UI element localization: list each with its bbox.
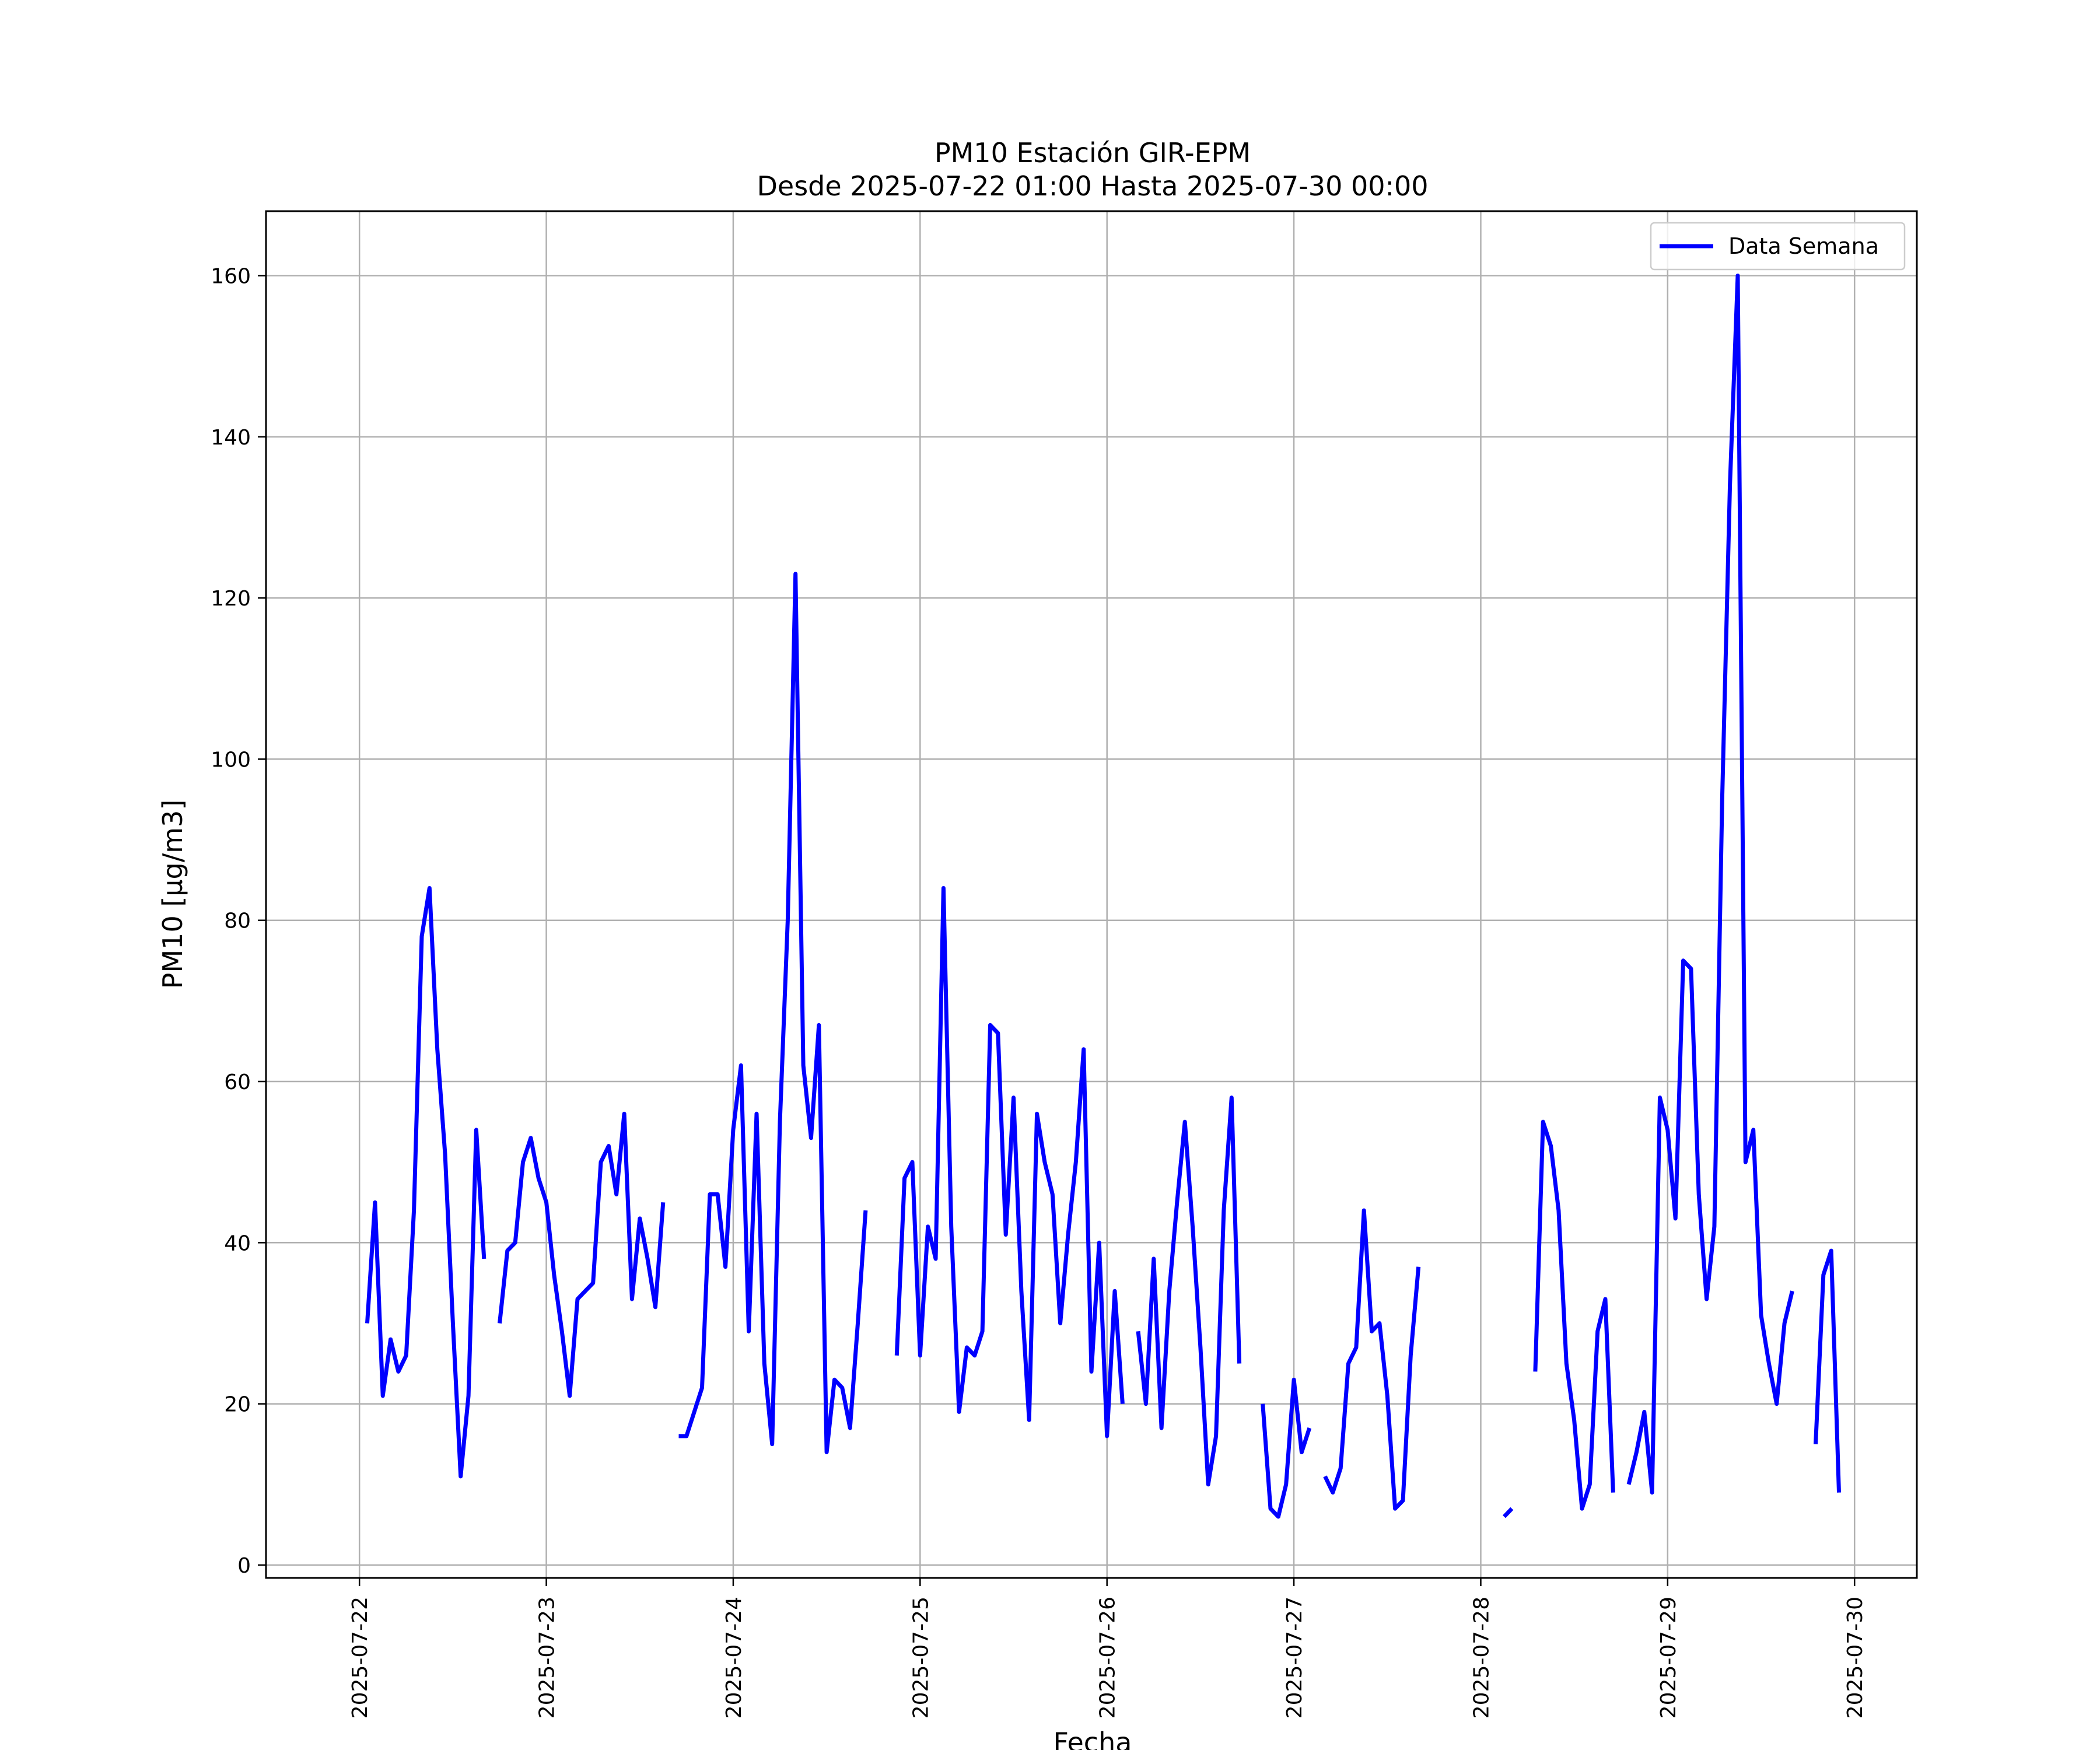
x-tick-label: 2025-07-25	[909, 1597, 933, 1718]
x-tick-label: 2025-07-30	[1843, 1597, 1867, 1718]
y-tick-label: 80	[224, 909, 251, 933]
y-tick-label: 20	[224, 1393, 251, 1417]
x-tick-label: 2025-07-24	[722, 1597, 746, 1718]
series-line-segment	[365, 886, 487, 1479]
chart-title: PM10 Estación GIR-EPM	[935, 137, 1251, 169]
series-line-segment	[1323, 1208, 1421, 1511]
x-tick-label: 2025-07-22	[348, 1597, 372, 1718]
series-data-semana	[365, 274, 1841, 1519]
series-line-segment	[498, 1111, 666, 1398]
x-tick-label: 2025-07-26	[1096, 1597, 1120, 1718]
axis-ticks: 2025-07-22 2025-07-23 2025-07-24 2025-07-25…	[211, 265, 1867, 1719]
y-tick-label: 160	[211, 265, 251, 289]
series-line-segment	[1533, 1119, 1615, 1511]
chart-subtitle: Desde 2025-07-22 01:00 Hasta 2025-07-30 …	[757, 170, 1428, 202]
series-line-segment	[1502, 1507, 1514, 1518]
x-tick-label: 2025-07-28	[1469, 1597, 1493, 1718]
y-tick-label: 140	[211, 426, 251, 450]
y-tick-label: 60	[224, 1070, 251, 1094]
series-line-segment	[894, 886, 1125, 1438]
y-axis-label: PM10 [µg/m3]	[157, 800, 188, 989]
y-tick-label: 40	[224, 1231, 251, 1255]
x-axis-label: Fecha	[1054, 1727, 1132, 1750]
x-tick-label: 2025-07-27	[1283, 1597, 1307, 1718]
series-line-segment	[1136, 1096, 1242, 1487]
x-tick-label: 2025-07-23	[536, 1597, 559, 1718]
x-tick-label: 2025-07-29	[1657, 1597, 1681, 1718]
y-tick-label: 120	[211, 587, 251, 611]
y-tick-label: 0	[237, 1554, 251, 1578]
series-line-segment	[1814, 1248, 1841, 1493]
series-line-segment	[1261, 1377, 1312, 1519]
plot-frame	[265, 210, 1918, 1579]
series-line-segment	[1626, 274, 1794, 1495]
legend: Data Semana	[1650, 222, 1906, 271]
legend-box	[1650, 222, 1906, 271]
legend-label-data-semana: Data Semana	[1728, 233, 1879, 259]
series-line-segment	[678, 572, 868, 1454]
grid-lines	[266, 211, 1917, 1578]
y-tick-label: 100	[211, 748, 251, 772]
